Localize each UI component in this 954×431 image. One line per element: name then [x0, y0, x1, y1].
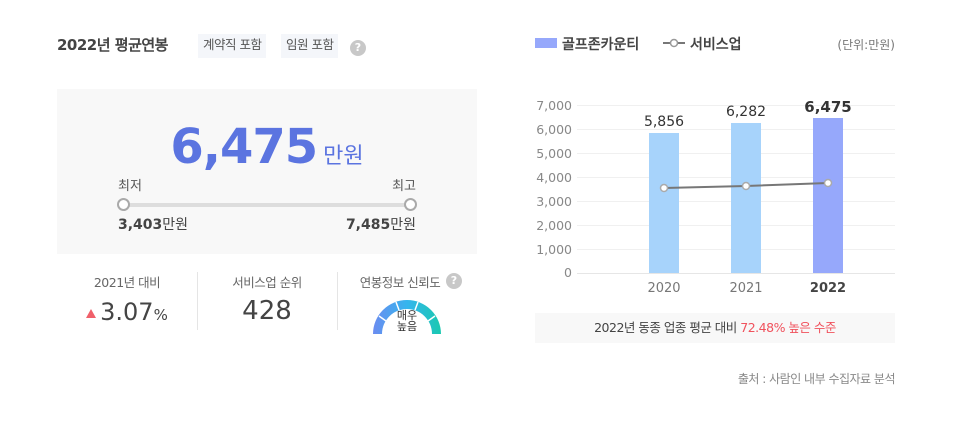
source-note: 출처 : 사람인 내부 수집자료 분석: [737, 372, 896, 386]
max-knob: [404, 198, 417, 211]
industry-rank-label: 서비스업 순위: [232, 275, 302, 290]
bar-2022[interactable]: [813, 118, 843, 273]
x-tick: 2022: [809, 281, 847, 296]
industry-line: [659, 178, 833, 193]
reliability-label: 연봉정보 신뢰도: [359, 275, 441, 290]
average-salary-value: 6,475: [170, 119, 318, 175]
average-salary-unit: 만원: [323, 144, 364, 169]
average-salary: 6,475 만원: [57, 119, 477, 175]
x-tick: 2020: [647, 281, 681, 296]
min-knob: [117, 198, 130, 211]
y-tick: 6,000: [536, 122, 572, 137]
legend-bar-swatch: [535, 38, 557, 48]
bar-2020[interactable]: [649, 133, 679, 273]
yoy-label: 2021년 대비: [93, 275, 161, 290]
bar-label: 6,475: [804, 98, 852, 116]
bar-label: 5,856: [643, 114, 685, 130]
y-tick: 7,000: [536, 98, 572, 113]
bar-label: 6,282: [725, 104, 767, 120]
stat-divider: [337, 272, 338, 330]
yoy-value: 3.07%: [57, 298, 197, 326]
min-label: 최저: [118, 179, 142, 194]
industry-comparison-note: 2022년 동종 업종 평균 대비 72.48% 높은 수준: [535, 313, 895, 343]
stat-divider: [197, 272, 198, 330]
reliability-gauge: [373, 300, 441, 334]
reliability-gauge-text: 매우 높음: [396, 309, 418, 333]
x-tick: 2021: [729, 281, 763, 296]
y-tick: 0: [564, 265, 572, 280]
legend-industry: 서비스업: [690, 37, 742, 53]
y-tick: 3,000: [536, 194, 572, 209]
max-value: 7,485만원: [345, 217, 416, 233]
max-label: 최고: [392, 179, 416, 194]
min-value: 3,403만원: [118, 217, 189, 233]
help-icon[interactable]: ?: [350, 40, 366, 56]
legend-company: 골프존카운티: [562, 37, 640, 53]
y-tick: 4,000: [536, 170, 572, 185]
unit-note: (단위:만원): [837, 38, 895, 52]
salary-summary-card: 6,475 만원 최저 최고 3,403만원 7,485만원: [57, 89, 477, 254]
industry-rank-value: 428: [242, 296, 292, 326]
y-tick: 5,000: [536, 146, 572, 161]
tag-executive-included: 임원 포함: [281, 34, 339, 58]
reliability-help-icon[interactable]: ?: [446, 273, 462, 289]
page-title: 2022년 평균연봉: [57, 36, 168, 54]
tag-contract-included: 계약직 포함: [198, 34, 267, 58]
legend-line-swatch: [663, 38, 685, 48]
y-tick: 2,000: [536, 218, 572, 233]
salary-range-track: [123, 203, 411, 207]
trend-up-icon: [86, 309, 97, 318]
y-tick: 1,000: [536, 242, 572, 257]
bar-2021[interactable]: [731, 123, 761, 273]
